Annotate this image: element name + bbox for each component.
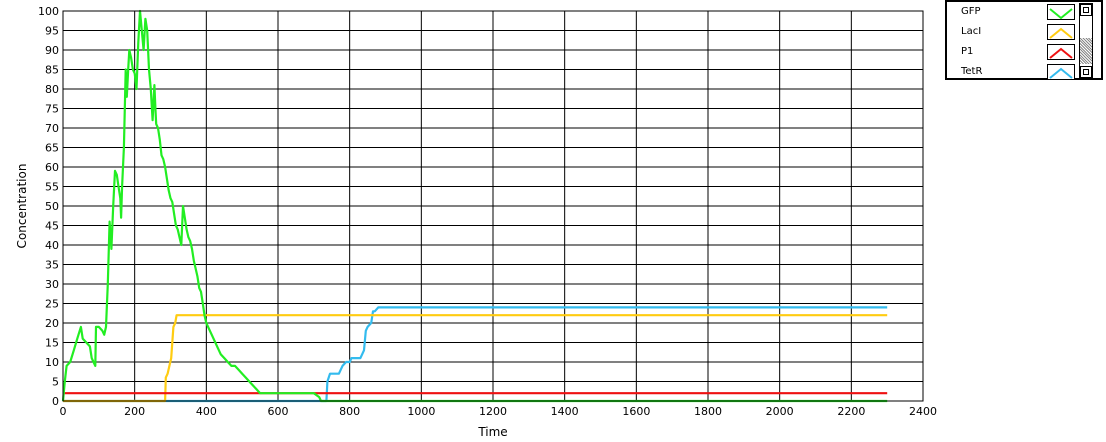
legend-item-p1[interactable]: P1 bbox=[947, 44, 1077, 62]
y-tick-label: 25 bbox=[45, 298, 59, 311]
x-tick-label: 0 bbox=[60, 405, 67, 418]
legend-swatch bbox=[1047, 44, 1075, 60]
legend: GFP LacI P1 TetR bbox=[945, 0, 1103, 80]
scroll-down-button[interactable] bbox=[1080, 66, 1092, 78]
legend-label: LacI bbox=[961, 26, 982, 37]
y-tick-label: 20 bbox=[45, 317, 59, 330]
series-line-tetr bbox=[63, 306, 888, 403]
y-tick-label: 30 bbox=[45, 278, 59, 291]
legend-swatch bbox=[1047, 4, 1075, 20]
legend-item-gfp[interactable]: GFP bbox=[947, 4, 1077, 22]
y-tick-label: 70 bbox=[45, 122, 59, 135]
y-tick-label: 0 bbox=[52, 395, 59, 408]
x-tick-label: 1200 bbox=[479, 405, 507, 418]
y-tick-label: 100 bbox=[38, 5, 59, 18]
x-axis: 0 200 400 600 800 1000 1200 1400 1600 1800 2000 220… bbox=[60, 405, 938, 418]
y-tick-label: 65 bbox=[45, 142, 59, 155]
y-tick-label: 85 bbox=[45, 64, 59, 77]
x-tick-label: 1000 bbox=[407, 405, 435, 418]
scroll-thumb[interactable] bbox=[1080, 38, 1092, 64]
legend-item-tetr[interactable]: TetR bbox=[947, 64, 1077, 82]
scroll-up-button[interactable] bbox=[1080, 4, 1092, 16]
x-tick-label: 600 bbox=[268, 405, 289, 418]
y-tick-label: 55 bbox=[45, 181, 59, 194]
legend-label: GFP bbox=[961, 6, 981, 17]
y-tick-label: 10 bbox=[45, 356, 59, 369]
y-tick-label: 95 bbox=[45, 25, 59, 38]
y-tick-label: 60 bbox=[45, 161, 59, 174]
x-tick-label: 1600 bbox=[622, 405, 650, 418]
x-tick-label: 2000 bbox=[766, 405, 794, 418]
series-layer bbox=[61, 9, 888, 403]
x-tick-label: 2400 bbox=[909, 405, 937, 418]
legend-line-tetr bbox=[1049, 67, 1073, 79]
grid bbox=[62, 10, 924, 402]
y-tick-label: 40 bbox=[45, 239, 59, 252]
y-tick-label: 15 bbox=[45, 337, 59, 350]
series-line-gfp bbox=[61, 9, 888, 403]
y-tick-label: 80 bbox=[45, 83, 59, 96]
x-tick-label: 200 bbox=[124, 405, 145, 418]
x-tick-label: 400 bbox=[196, 405, 217, 418]
legend-scrollbar[interactable] bbox=[1079, 3, 1093, 79]
legend-item-laci[interactable]: LacI bbox=[947, 24, 1077, 42]
legend-label: P1 bbox=[961, 46, 974, 57]
y-axis: 0 5 10 15 20 25 30 35 40 45 50 55 60 65 70 75 80 85 90 95 10… bbox=[38, 5, 59, 408]
plot-area bbox=[62, 10, 924, 402]
x-tick-label: 2200 bbox=[837, 405, 865, 418]
legend-swatch bbox=[1047, 64, 1075, 80]
y-tick-label: 5 bbox=[52, 376, 59, 389]
y-tick-label: 75 bbox=[45, 103, 59, 116]
series-line-laci bbox=[63, 314, 888, 403]
y-axis-title: Concentration bbox=[15, 164, 29, 249]
legend-line-laci bbox=[1049, 27, 1073, 39]
y-tick-label: 90 bbox=[45, 44, 59, 57]
x-axis-title: Time bbox=[477, 425, 507, 439]
chart: 0 200 400 600 800 1000 1200 1400 1600 1800 2000 220… bbox=[15, 5, 938, 439]
x-tick-label: 1400 bbox=[551, 405, 579, 418]
legend-label: TetR bbox=[961, 66, 983, 77]
x-tick-label: 800 bbox=[339, 405, 360, 418]
legend-line-gfp bbox=[1049, 8, 1073, 20]
y-tick-label: 45 bbox=[45, 220, 59, 233]
legend-swatch bbox=[1047, 24, 1075, 40]
y-tick-label: 50 bbox=[45, 200, 59, 213]
y-tick-label: 35 bbox=[45, 259, 59, 272]
x-tick-label: 1800 bbox=[694, 405, 722, 418]
legend-line-p1 bbox=[1049, 47, 1073, 59]
